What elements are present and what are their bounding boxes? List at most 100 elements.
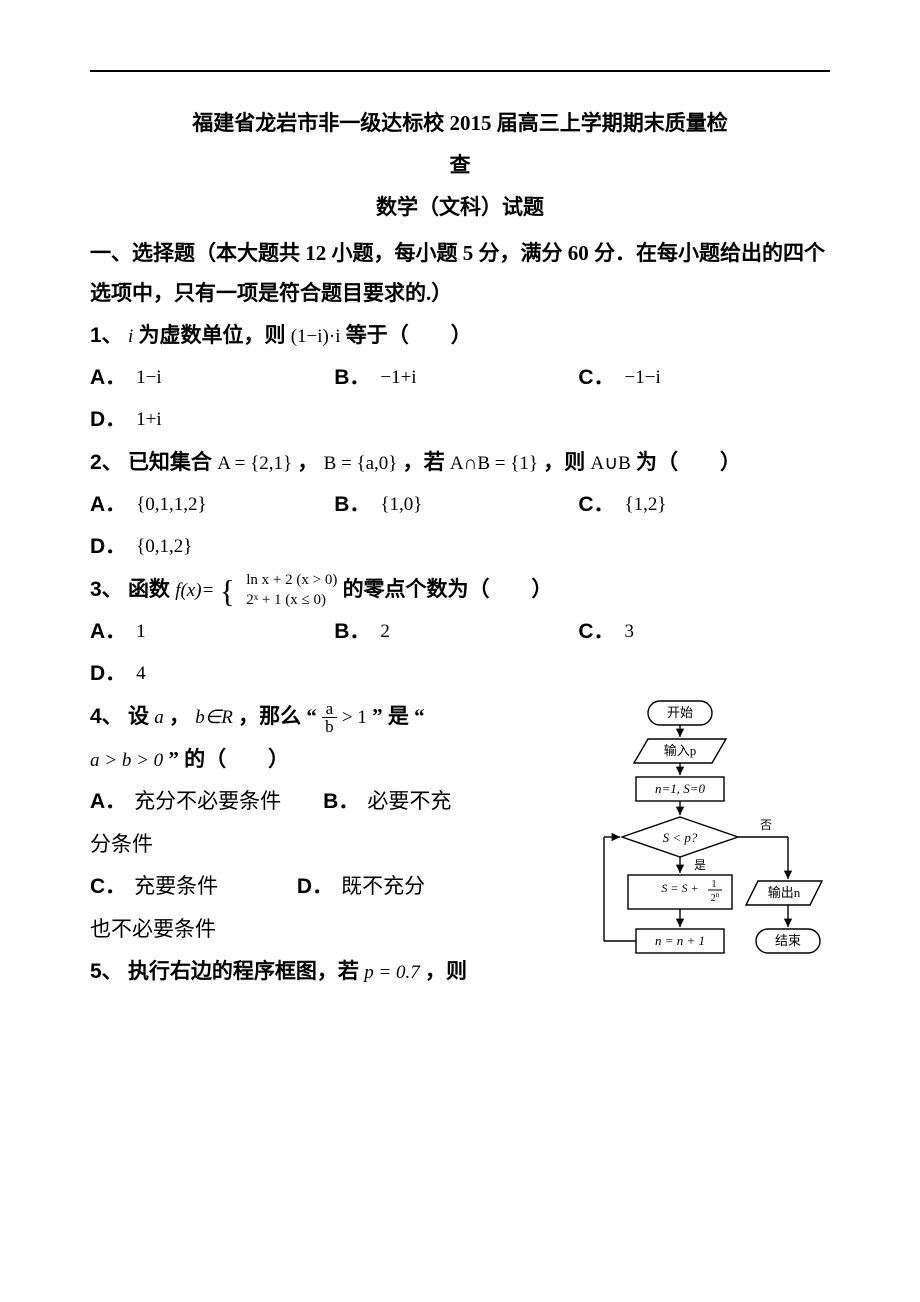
- q3-text: 函数: [128, 577, 170, 601]
- q2-number: 2、: [90, 451, 123, 474]
- q2-text: 已知集合: [128, 450, 212, 474]
- q2-opt-c: C．{1,2}: [578, 484, 822, 526]
- fc-inc-label: n = n + 1: [655, 933, 705, 948]
- q3-opt-b: B．2: [334, 611, 578, 653]
- q1-options: A．1−i B．−1+i C．−1−i D．1+i: [90, 357, 830, 441]
- q4-b: b∈R: [195, 707, 233, 728]
- q4-frac-den: b: [322, 718, 337, 735]
- q3-opt-a: A．1: [90, 611, 334, 653]
- q1-opt-d: D．1+i: [90, 399, 830, 441]
- q2-cond: A∩B = {1}: [450, 453, 538, 474]
- q2-tail: ，则: [543, 450, 585, 474]
- fc-cond-label: S < p?: [663, 830, 698, 845]
- q4-gt1: > 1: [342, 707, 367, 728]
- fc-input-label: 输入p: [664, 743, 697, 758]
- subtitle: 数学（文科）试题: [90, 186, 830, 228]
- q4-cond2: a > b > 0: [90, 750, 163, 771]
- q3-piecewise: ln x + 2 (x > 0) 2ˣ + 1 (x ≤ 0): [242, 571, 337, 610]
- q2-opt-c-val: {1,2}: [625, 486, 667, 524]
- q4-number: 4、: [90, 705, 123, 728]
- q1-text-after: 等于（ ）: [346, 323, 472, 347]
- svg-text:1: 1: [712, 879, 717, 890]
- q3-brace: {: [220, 575, 235, 607]
- q4-opt-row1b: 分条件: [90, 823, 570, 865]
- q3-piece1: ln x + 2 (x > 0): [246, 572, 337, 588]
- q4-mid: ，那么 “: [238, 704, 317, 728]
- q4-and-flowchart: 4、 设 a ， b∈R ，那么 “ a b > 1 ” 是 “ a > b >…: [90, 695, 830, 993]
- question-3: 3、 函数 f(x)= { ln x + 2 (x > 0) 2ˣ + 1 (x…: [90, 568, 830, 611]
- title-line-2: 查: [90, 144, 830, 186]
- fc-upd-label-1: S = S +: [661, 881, 698, 895]
- q4-pre: 设: [128, 704, 149, 728]
- q2-setB: B = {a,0}: [324, 453, 398, 474]
- q2-ask: A∪B: [590, 453, 630, 474]
- top-rule: [90, 70, 830, 72]
- q3-opt-d: D．4: [90, 653, 830, 695]
- q2-opt-a: A．{0,1,1,2}: [90, 484, 334, 526]
- q2-setA: A = {2,1}: [217, 453, 292, 474]
- question-1: 1、 i 为虚数单位，则 (1−i)·i 等于（ ）: [90, 314, 830, 357]
- q4-opt-c-val: 充要条件: [134, 874, 218, 898]
- q4-opt-row2: C．充要条件 D．既不充分: [90, 865, 570, 908]
- q5-p: p = 0.7: [364, 962, 420, 983]
- q4-after: ” 的（ ）: [168, 747, 289, 771]
- fc-end-label: 结束: [775, 933, 801, 948]
- q2-after: 为（ ）: [636, 450, 741, 474]
- q1-opt-b-val: −1+i: [380, 359, 416, 397]
- q2-opt-b-val: {1,0}: [380, 486, 422, 524]
- q1-opt-c-val: −1−i: [625, 359, 661, 397]
- flowchart: 开始 输入p n=1, S=0 S < p? 是 否: [570, 695, 830, 990]
- q1-opt-d-val: 1+i: [136, 401, 162, 439]
- q3-piece2: 2ˣ + 1 (x ≤ 0): [246, 592, 326, 608]
- q1-number: 1、: [90, 324, 123, 347]
- q4-opt-row2b: 也不必要条件: [90, 908, 570, 950]
- q2-opt-d: D．{0,1,2}: [90, 526, 830, 568]
- q3-opt-c-val: 3: [625, 613, 635, 651]
- q4-left: 4、 设 a ， b∈R ，那么 “ a b > 1 ” 是 “ a > b >…: [90, 695, 570, 993]
- q4-options: A．充分不必要条件 B．必要不充 分条件 C．充要条件 D．既不充分 也不必要条…: [90, 780, 570, 950]
- q4-mid2: ” 是 “: [372, 704, 425, 728]
- q3-opt-b-val: 2: [380, 613, 390, 651]
- q2-opt-b: B．{1,0}: [334, 484, 578, 526]
- q4-opt-row1: A．充分不必要条件 B．必要不充: [90, 780, 570, 823]
- q2-options: A．{0,1,1,2} B．{1,0} C．{1,2} D．{0,1,2}: [90, 484, 830, 568]
- fc-out-label: 输出n: [768, 885, 801, 900]
- q4-opt-d-val-p1: 既不充分: [341, 874, 425, 898]
- q3-number: 3、: [90, 578, 123, 601]
- q4-a: a: [154, 707, 164, 728]
- fc-start-label: 开始: [667, 705, 693, 720]
- q2-opt-a-val: {0,1,1,2}: [136, 486, 207, 524]
- q4-opt-b-val-p1: 必要不充: [367, 789, 451, 813]
- section-heading: 一、选择题（本大题共 12 小题，每小题 5 分，满分 60 分．在每小题给出的…: [90, 234, 830, 314]
- q1-expr: (1−i)·i: [291, 326, 341, 347]
- q3-options: A．1 B．2 C．3 D．4: [90, 611, 830, 695]
- q5-text: 执行右边的程序框图，若: [128, 959, 359, 983]
- q3-opt-c: C．3: [578, 611, 822, 653]
- q1-i: i: [128, 326, 133, 347]
- q1-opt-c: C．−1−i: [578, 357, 822, 399]
- q4-line2: a > b > 0 ” 的（ ）: [90, 738, 570, 780]
- q3-fx: f(x)=: [175, 580, 214, 601]
- q3-opt-d-val: 4: [136, 655, 146, 693]
- q1-text-before: 为虚数单位，则: [138, 323, 285, 347]
- q5-number: 5、: [90, 960, 123, 983]
- page: 福建省龙岩市非一级达标校 2015 届高三上学期期末质量检 查 数学（文科）试题…: [0, 0, 920, 1033]
- fc-yes-label: 是: [694, 858, 706, 872]
- question-2: 2、 已知集合 A = {2,1} ， B = {a,0} ，若 A∩B = {…: [90, 441, 830, 484]
- q4-opt-a-val: 充分不必要条件: [134, 789, 281, 813]
- title-line-1: 福建省龙岩市非一级达标校 2015 届高三上学期期末质量检: [90, 102, 830, 144]
- q3-after: 的零点个数为（ ）: [343, 577, 553, 601]
- q4-comma: ，: [169, 704, 190, 728]
- flowchart-svg: 开始 输入p n=1, S=0 S < p? 是 否: [570, 695, 830, 985]
- fc-init-label: n=1, S=0: [655, 781, 706, 796]
- q4-frac-num: a: [322, 700, 337, 718]
- question-4: 4、 设 a ， b∈R ，那么 “ a b > 1 ” 是 “: [90, 695, 570, 738]
- q1-opt-a: A．1−i: [90, 357, 334, 399]
- q1-opt-b: B．−1+i: [334, 357, 578, 399]
- question-5: 5、 执行右边的程序框图，若 p = 0.7 ，则: [90, 950, 570, 993]
- q3-opt-a-val: 1: [136, 613, 146, 651]
- q5-after: ，则: [425, 959, 467, 983]
- q4-frac: a b: [322, 700, 337, 735]
- q2-opt-d-val: {0,1,2}: [136, 528, 192, 566]
- q1-opt-a-val: 1−i: [136, 359, 162, 397]
